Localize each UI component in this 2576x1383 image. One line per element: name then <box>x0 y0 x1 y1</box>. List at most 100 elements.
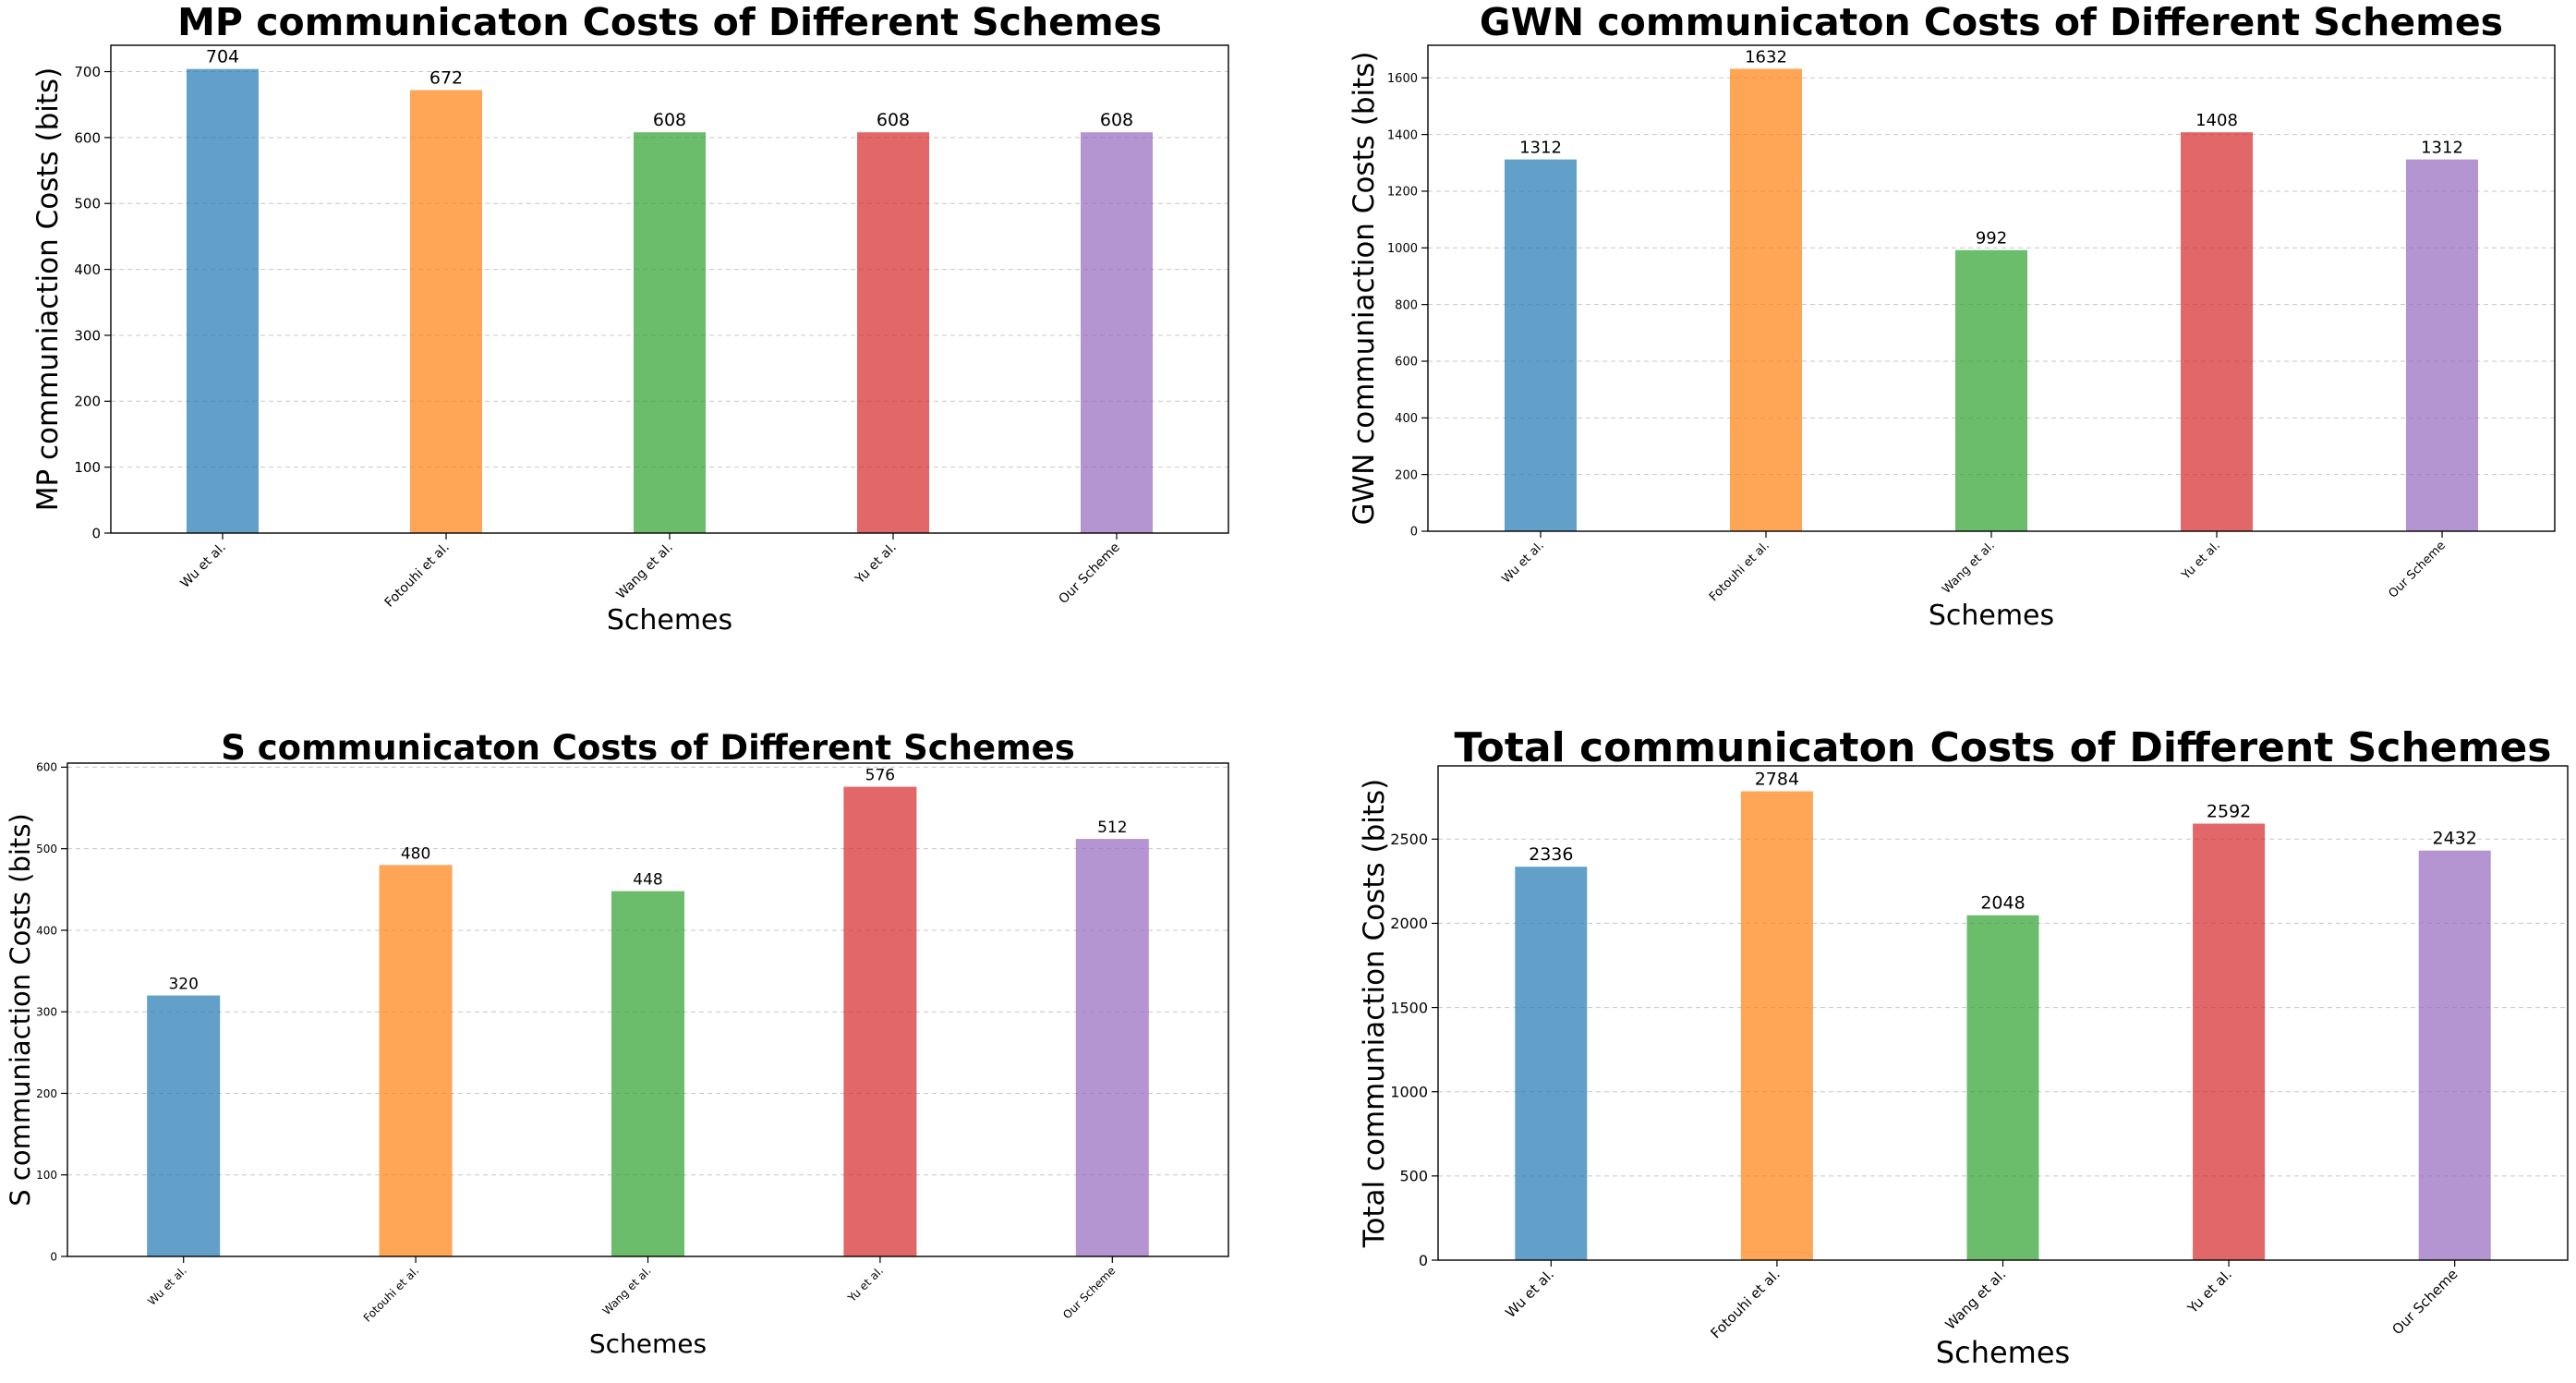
x-axis-label: Schemes <box>1936 1335 2070 1370</box>
y-tick-label: 100 <box>36 1169 57 1182</box>
y-tick-label: 1200 <box>1387 186 1418 200</box>
x-tick-label: Fotouhi et al. <box>1707 1266 1783 1341</box>
data-label: 2784 <box>1755 770 1799 790</box>
bar-0 <box>1505 159 1577 531</box>
chart-title: MP communicaton Costs of Different Schem… <box>177 0 1162 44</box>
y-tick-label: 300 <box>74 327 101 344</box>
data-label: 608 <box>653 110 686 130</box>
data-label: 2592 <box>2207 802 2251 822</box>
y-tick-label: 1400 <box>1387 128 1418 142</box>
data-label: 1408 <box>2195 111 2238 130</box>
y-tick-label: 500 <box>74 196 101 212</box>
y-tick-label: 600 <box>1395 356 1418 370</box>
x-tick-label: Fotouhi et al. <box>361 1264 422 1325</box>
y-tick-label: 200 <box>36 1087 57 1100</box>
bar-4 <box>2418 850 2491 1260</box>
plot-frame <box>1437 765 2569 1261</box>
data-label: 2048 <box>1980 893 2025 914</box>
bar-2 <box>1955 249 2027 531</box>
y-tick-label: 200 <box>1395 468 1418 482</box>
y-tick-label: 0 <box>50 1250 57 1263</box>
plot-frame <box>1427 44 2556 532</box>
bar-2 <box>1966 915 2039 1260</box>
bar-3 <box>857 132 929 533</box>
y-tick-label: 200 <box>74 394 101 410</box>
x-tick-label: Our Scheme <box>1056 540 1122 607</box>
plot-frame <box>110 44 1229 534</box>
y-tick-label: 700 <box>74 64 101 80</box>
data-label: 512 <box>1097 819 1127 837</box>
data-label: 2336 <box>1529 844 1573 865</box>
y-tick-label: 1600 <box>1387 72 1418 86</box>
y-axis-label: GWN communiaction Costs (bits) <box>1348 51 1381 525</box>
y-tick-label: 500 <box>36 843 57 855</box>
data-label: 608 <box>877 110 910 130</box>
y-tick-label: 0 <box>1410 526 1418 540</box>
data-label: 2432 <box>2433 829 2477 849</box>
data-label: 1632 <box>1745 47 1787 67</box>
x-tick-label: Our Scheme <box>2386 539 2448 601</box>
y-tick-label: 0 <box>1419 1252 1428 1269</box>
x-tick-label: Our Scheme <box>1060 1264 1118 1321</box>
bar-2 <box>634 132 706 533</box>
x-tick-label: Wu et al. <box>1502 1266 1557 1321</box>
x-tick-label: Fotouhi et al. <box>382 540 453 611</box>
y-axis-label: MP communiaction Costs (bits) <box>31 67 65 512</box>
y-tick-label: 400 <box>74 261 101 278</box>
x-tick-label: Wang et al. <box>600 1264 654 1317</box>
data-label: 992 <box>1976 229 2007 249</box>
x-tick-label: Yu et al. <box>852 540 899 588</box>
bar-3 <box>2181 132 2253 531</box>
x-tick-label: Wang et al. <box>1940 539 1998 597</box>
data-label: 608 <box>1100 110 1133 130</box>
chart-3: Total communicaton Costs of Different Sc… <box>1358 724 2569 1370</box>
y-tick-label: 600 <box>74 129 101 146</box>
x-axis-label: Schemes <box>589 1328 707 1359</box>
y-tick-label: 400 <box>36 924 57 937</box>
chart-title: Total communicaton Costs of Different Sc… <box>1455 724 2552 771</box>
x-tick-label: Wu et al. <box>1499 539 1546 586</box>
y-tick-label: 0 <box>91 525 101 541</box>
data-label: 1312 <box>1519 139 1562 158</box>
y-tick-label: 2500 <box>1390 831 1428 848</box>
x-tick-label: Yu et al. <box>2183 1266 2235 1317</box>
bar-4 <box>2406 159 2478 531</box>
bar-2 <box>611 891 684 1256</box>
bar-1 <box>379 865 453 1256</box>
bar-1 <box>1730 68 1802 532</box>
data-label: 576 <box>865 767 895 785</box>
x-tick-label: Wu et al. <box>145 1264 189 1308</box>
bar-1 <box>1740 791 1813 1260</box>
y-tick-label: 800 <box>1395 298 1418 312</box>
x-tick-label: Wang et al. <box>613 540 675 602</box>
x-tick-label: Fotouhi et al. <box>1707 539 1772 604</box>
data-label: 480 <box>401 844 430 863</box>
data-label: 320 <box>168 976 198 994</box>
x-tick-label: Wang et al. <box>1942 1266 2010 1333</box>
bar-1 <box>410 90 482 533</box>
x-tick-label: Our Scheme <box>2389 1266 2461 1338</box>
x-axis-label: Schemes <box>1929 600 2054 632</box>
bar-3 <box>843 786 917 1256</box>
data-label: 448 <box>633 871 662 890</box>
y-tick-label: 100 <box>74 459 101 476</box>
x-axis-label: Schemes <box>607 604 732 637</box>
y-axis-label: Total communiaction Costs (bits) <box>1358 779 1391 1249</box>
y-tick-label: 400 <box>1395 412 1418 426</box>
y-axis-label: S communiaction Costs (bits) <box>5 813 36 1206</box>
plot-frame <box>67 762 1229 1257</box>
bar-0 <box>1515 867 1588 1260</box>
x-tick-label: Yu et al. <box>845 1264 886 1304</box>
y-tick-label: 300 <box>36 1006 57 1019</box>
data-label: 1312 <box>2421 139 2463 158</box>
data-label: 672 <box>429 68 463 89</box>
chart-1: GWN communicaton Costs of Different Sche… <box>1348 0 2556 632</box>
y-tick-label: 500 <box>1399 1168 1428 1185</box>
chart-0: MP communicaton Costs of Different Schem… <box>31 0 1229 637</box>
chart-title: GWN communicaton Costs of Different Sche… <box>1480 0 2503 44</box>
data-label: 704 <box>206 47 239 67</box>
bar-0 <box>187 68 259 533</box>
y-tick-label: 600 <box>36 761 57 774</box>
y-tick-label: 1000 <box>1387 242 1418 256</box>
